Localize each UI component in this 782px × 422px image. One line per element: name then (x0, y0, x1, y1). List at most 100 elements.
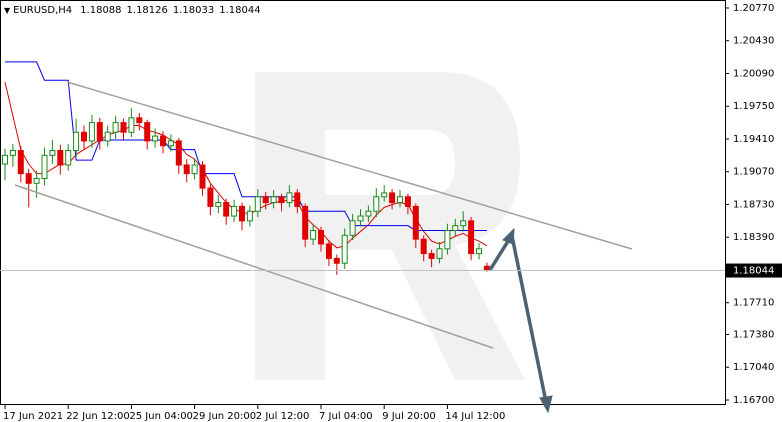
y-tick-label: 1.18390 (733, 232, 774, 243)
candle-body (357, 215, 364, 222)
y-tick-label: 1.19410 (733, 134, 774, 145)
candle-body (444, 229, 451, 250)
candle-body (460, 220, 467, 227)
last-open: 1.18088 (80, 5, 121, 16)
candle-body (231, 205, 238, 217)
candle-body (33, 177, 40, 184)
last-low: 1.18033 (173, 5, 214, 16)
candle-body (428, 253, 435, 259)
candle-body (302, 205, 309, 240)
candle-body (341, 234, 348, 264)
y-tick-label: 1.17040 (733, 362, 774, 373)
y-tick-label: 1.17380 (733, 329, 774, 340)
x-tick-label: 7 Jul 04:00 (319, 411, 373, 422)
last-close: 1.18044 (219, 5, 260, 16)
candle-body (175, 140, 182, 166)
last-high: 1.18126 (127, 5, 168, 16)
candle-body (404, 196, 411, 207)
candle-body (136, 117, 143, 124)
candle-body (73, 131, 80, 152)
candle-body (160, 135, 166, 147)
indicator-line (5, 61, 487, 231)
candle-body (183, 164, 190, 175)
candle-body (152, 135, 159, 142)
candle-body (49, 150, 56, 156)
x-tick-label: 22 Jun 12:00 (66, 411, 130, 422)
x-tick-label: 9 Jul 20:00 (382, 411, 436, 422)
forecast-arrow (488, 227, 553, 414)
candle-body (468, 220, 475, 255)
candle-body (294, 192, 301, 207)
candle-body (96, 122, 103, 142)
candle-body (104, 131, 111, 142)
y-tick-label: 1.19070 (733, 167, 774, 178)
x-tick-label: 2 Jul 12:00 (256, 411, 310, 422)
header-marker: ▼ (4, 6, 11, 15)
channel-lower (14, 184, 494, 349)
arrow-up (488, 237, 512, 271)
channel-upper (66, 81, 633, 250)
candle-body (144, 122, 151, 142)
candle-body (476, 248, 482, 255)
candle-body (333, 257, 340, 264)
candle-body (65, 150, 72, 166)
candle-body (452, 225, 459, 231)
candle-body (278, 196, 285, 204)
price-label: 1.18044 (733, 266, 774, 277)
candle-body (420, 238, 427, 255)
chart-header: ▼ EURUSD,H4 1.18088 1.18126 1.18033 1.18044 (4, 5, 261, 16)
candle-body (349, 220, 356, 236)
candle-body (397, 196, 403, 204)
candle-body (270, 196, 277, 204)
plot-area (2, 61, 490, 275)
symbol: EURUSD,H4 (13, 5, 72, 16)
candle-body (325, 243, 332, 259)
candle-body (191, 164, 198, 175)
candle-body (254, 196, 261, 212)
y-tick-label: 1.18730 (733, 199, 774, 210)
candle-body (88, 122, 95, 142)
candle-body (223, 202, 230, 217)
candle-body (310, 229, 317, 240)
candle-body (365, 210, 372, 217)
arrow-down (510, 235, 548, 403)
candle-body (128, 117, 135, 133)
candle-body (81, 131, 87, 142)
candle-body (389, 192, 396, 204)
candle-body (239, 205, 245, 222)
candle-body (120, 122, 127, 133)
arrow-head (539, 395, 553, 414)
candle-body (436, 248, 443, 259)
candle-body (286, 192, 293, 204)
candle-body (41, 154, 48, 179)
candle-body (215, 202, 222, 207)
candle-body (373, 196, 380, 212)
candle-body (17, 150, 24, 175)
candle-body (483, 265, 490, 272)
candle-body (262, 196, 269, 204)
candle-body (318, 229, 324, 245)
candle-body (25, 173, 32, 184)
x-tick-label: 17 Jun 2021 (3, 411, 63, 422)
plot-frame (0, 0, 726, 405)
candle-body (207, 187, 214, 207)
candle-body (9, 150, 16, 156)
y-tick-label: 1.20430 (733, 36, 774, 47)
candle-body (57, 150, 64, 166)
y-tick-label: 1.20090 (733, 68, 774, 79)
y-tick-label: 1.19750 (733, 101, 774, 112)
candle-body (381, 192, 388, 198)
y-tick-label: 1.20770 (733, 3, 774, 14)
x-tick-label: 29 Jun 20:00 (193, 411, 257, 422)
x-tick-label: 14 Jul 12:00 (445, 411, 505, 422)
y-tick-label: 1.17710 (733, 298, 774, 309)
x-tick-label: 25 Jun 04:00 (129, 411, 193, 422)
candle-body (2, 154, 8, 165)
y-tick-label: 1.16700 (733, 395, 774, 406)
candle-body (112, 122, 119, 133)
candle-body (167, 140, 174, 147)
candle-body (412, 205, 419, 240)
price-label-box (726, 263, 782, 278)
